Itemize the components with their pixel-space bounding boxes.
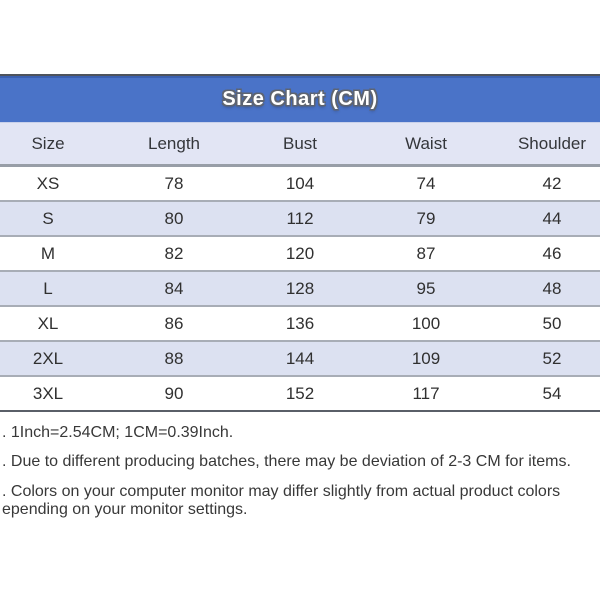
table-cell-size: XL: [37, 313, 59, 333]
table-cell-waist: 74: [416, 173, 436, 193]
table-cell-shoulder: 50: [542, 313, 562, 333]
table-row-2xl: 2XL 88 144 109 52: [0, 342, 600, 377]
table-cell-shoulder: 46: [542, 243, 562, 263]
table-title: Size Chart (CM): [222, 87, 378, 110]
table-cell-length: 84: [164, 278, 184, 298]
note-deviation: . Due to different producing batches, th…: [2, 453, 571, 470]
table-row-m: M 82 120 87 46: [0, 237, 600, 272]
table-cell-size: S: [42, 208, 54, 228]
table-cell-bust: 144: [285, 348, 315, 368]
table-cell-shoulder: 54: [542, 383, 562, 403]
table-cell-waist: 117: [412, 383, 440, 403]
table-cell-size: XS: [36, 173, 60, 193]
table-row-xl: XL 86 136 100 50: [0, 307, 600, 342]
table-cell-bust: 112: [286, 208, 314, 228]
table-cell-shoulder: 42: [542, 173, 562, 193]
table-title-bar: Size Chart (CM): [0, 76, 600, 123]
table-cell-size: M: [40, 243, 56, 263]
table-row-3xl: 3XL 90 152 117 54: [0, 377, 600, 410]
table-cell-length: 80: [164, 208, 184, 228]
table-cell-waist: 109: [411, 348, 441, 368]
table-header-row: Size Length Bust Waist Shoulder: [0, 123, 600, 167]
table-cell-bust: 104: [285, 173, 315, 193]
table-cell-shoulder: 52: [542, 348, 562, 368]
table-cell-size: 3XL: [32, 383, 64, 403]
column-header-size: Size: [31, 133, 65, 153]
table-cell-waist: 100: [411, 313, 441, 333]
column-header-waist: Waist: [405, 133, 447, 153]
table-cell-waist: 79: [416, 208, 436, 228]
table-cell-length: 90: [164, 383, 184, 403]
table-cell-length: 86: [164, 313, 184, 333]
table-cell-shoulder: 48: [542, 278, 562, 298]
column-header-shoulder: Shoulder: [517, 133, 587, 153]
table-cell-bust: 120: [285, 243, 315, 263]
table-row-s: S 80 112 79 44: [0, 202, 600, 237]
column-header-bust: Bust: [282, 133, 318, 153]
table-cell-length: 88: [164, 348, 184, 368]
column-header-length: Length: [148, 133, 200, 153]
table-cell-bust: 136: [285, 313, 315, 333]
table-cell-bust: 152: [285, 383, 315, 403]
table-row-l: L 84 128 95 48: [0, 272, 600, 307]
note-inch-conversion: . 1Inch=2.54CM; 1CM=0.39Inch.: [2, 424, 234, 441]
table-cell-waist: 95: [416, 278, 436, 298]
table-cell-length: 82: [164, 243, 184, 263]
table-cell-size: 2XL: [32, 348, 64, 368]
table-cell-length: 78: [164, 173, 184, 193]
table-cell-waist: 87: [416, 243, 436, 263]
note-monitor-settings: epending on your monitor settings.: [2, 501, 248, 518]
table-cell-bust: 128: [285, 278, 315, 298]
note-monitor-colors: . Colors on your computer monitor may di…: [2, 483, 561, 500]
table-cell-shoulder: 44: [542, 208, 562, 228]
size-chart-table: Size Chart (CM) Size Length Bust Waist S…: [0, 74, 600, 412]
table-cell-size: L: [43, 278, 53, 298]
table-row-xs: XS 78 104 74 42: [0, 167, 600, 202]
